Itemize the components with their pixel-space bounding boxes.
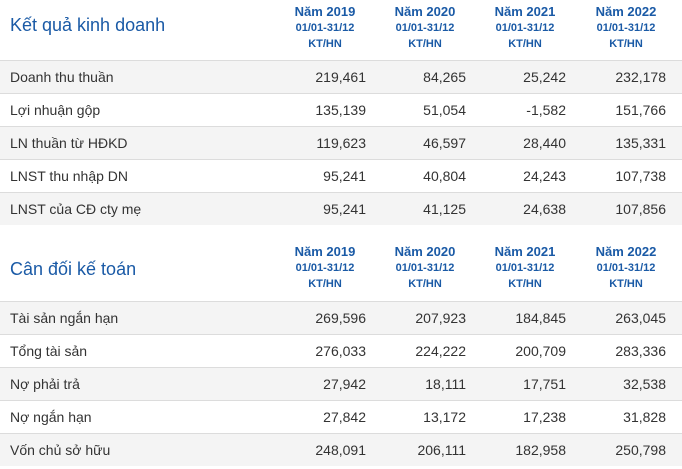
row-label: Nợ ngắn hạn [10,409,92,425]
income-col-2021: Năm 2021 01/01-31/12 KT/HN [494,4,556,50]
cell-value: 135,331 [615,135,666,151]
cell-value: 250,798 [615,442,666,458]
cell-value: 31,828 [623,409,666,425]
cell-value: 24,638 [523,201,566,217]
cell-value: 107,738 [615,168,666,184]
row-label: LNST thu nhập DN [10,168,129,184]
balance-header: Cân đối kế toán Năm 2019 01/01-31/12 KT/… [0,225,682,301]
table-row: Tài sản ngắn hạn 269,596 207,923 184,845… [0,301,682,334]
row-label: Nợ phải trả [10,376,80,392]
cell-value: 119,623 [316,135,366,151]
cell-value: 41,125 [423,201,466,217]
table-row: Tổng tài sản 276,033 224,222 200,709 283… [0,334,682,367]
income-col-2022: Năm 2022 01/01-31/12 KT/HN [595,4,657,50]
cell-value: 232,178 [615,69,666,85]
table-row: LN thuần từ HĐKD 119,623 46,597 28,440 1… [0,126,682,159]
cell-value: 95,241 [323,201,366,217]
row-label: LNST của CĐ cty mẹ [10,201,142,217]
table-row: LNST thu nhập DN 95,241 40,804 24,243 10… [0,159,682,192]
cell-value: 27,842 [323,409,366,425]
cell-value: 224,222 [415,343,466,359]
row-label: Doanh thu thuần [10,69,114,85]
income-title: Kết quả kinh doanh [10,15,166,35]
balance-col-2021: Năm 2021 01/01-31/12 KT/HN [494,244,556,290]
cell-value: 219,461 [315,69,366,85]
balance-col-2022: Năm 2022 01/01-31/12 KT/HN [595,244,657,290]
table-row: Doanh thu thuần 219,461 84,265 25,242 23… [0,60,682,93]
cell-value: 135,139 [315,102,366,118]
cell-value: 17,751 [523,376,566,392]
row-label: LN thuần từ HĐKD [10,135,128,151]
table-row: LNST của CĐ cty mẹ 95,241 41,125 24,638 … [0,192,682,225]
income-col-2020: Năm 2020 01/01-31/12 KT/HN [394,4,456,50]
cell-value: -1,582 [526,102,566,118]
cell-value: 283,336 [615,343,666,359]
row-label: Tổng tài sản [10,343,88,359]
cell-value: 32,538 [623,376,666,392]
cell-value: 18,111 [425,376,466,392]
income-col-2019: Năm 2019 01/01-31/12 KT/HN [294,4,356,50]
row-label: Lợi nhuận gộp [10,102,101,118]
cell-value: 24,243 [523,168,566,184]
balance-title: Cân đối kế toán [10,259,137,279]
balance-col-2019: Năm 2019 01/01-31/12 KT/HN [294,244,356,290]
table-row: Nợ phải trả 27,942 18,111 17,751 32,538 [0,367,682,400]
cell-value: 263,045 [615,310,666,326]
cell-value: 17,238 [523,409,566,425]
row-label: Vốn chủ sở hữu [10,442,111,458]
cell-value: 184,845 [515,310,566,326]
cell-value: 200,709 [515,343,566,359]
cell-value: 40,804 [423,168,466,184]
cell-value: 151,766 [615,102,666,118]
cell-value: 269,596 [315,310,366,326]
income-statement-section: Kết quả kinh doanh Năm 2019 01/01-31/12 … [0,0,682,225]
cell-value: 276,033 [315,343,366,359]
cell-value: 46,597 [423,135,466,151]
cell-value: 28,440 [523,135,566,151]
row-label: Tài sản ngắn hạn [10,310,119,326]
cell-value: 182,958 [515,442,566,458]
cell-value: 27,942 [323,376,366,392]
cell-value: 51,054 [423,102,466,118]
cell-value: 25,242 [523,69,566,85]
table-row: Lợi nhuận gộp 135,139 51,054 -1,582 151,… [0,93,682,126]
table-row: Nợ ngắn hạn 27,842 13,172 17,238 31,828 [0,400,682,433]
cell-value: 84,265 [423,69,466,85]
income-header: Kết quả kinh doanh Năm 2019 01/01-31/12 … [0,0,682,60]
cell-value: 13,172 [423,409,466,425]
cell-value: 206,111 [417,442,466,458]
cell-value: 207,923 [415,310,466,326]
balance-col-2020: Năm 2020 01/01-31/12 KT/HN [394,244,456,290]
cell-value: 95,241 [323,168,366,184]
balance-sheet-section: Cân đối kế toán Năm 2019 01/01-31/12 KT/… [0,225,682,466]
table-row: Vốn chủ sở hữu 248,091 206,111 182,958 2… [0,433,682,466]
cell-value: 248,091 [315,442,366,458]
cell-value: 107,856 [615,201,666,217]
